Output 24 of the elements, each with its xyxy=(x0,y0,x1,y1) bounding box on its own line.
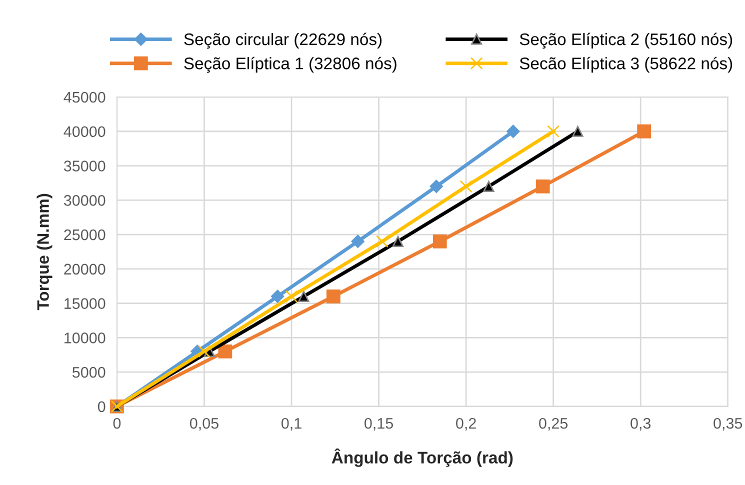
x-tick-label: 0 xyxy=(113,418,121,429)
x-tick-label: 0,35 xyxy=(714,418,742,431)
y-tick-label: 20000 xyxy=(64,264,106,275)
x-tick-label: 0,1 xyxy=(281,418,302,431)
y-tick-label: 15000 xyxy=(64,298,106,309)
x-tick-label: 0,15 xyxy=(364,418,394,431)
y-tick-label: 35000 xyxy=(64,160,106,172)
y-tick-label: 25000 xyxy=(64,229,106,240)
y-tick-label: 0 xyxy=(98,401,106,412)
y-tick-label: 10000 xyxy=(64,332,106,344)
x-tick-label: 0,2 xyxy=(456,418,476,431)
x-tick-label: 0,3 xyxy=(630,418,651,431)
y-tick-label: 30000 xyxy=(64,195,106,206)
y-tick-label: 5000 xyxy=(72,366,106,378)
y-tick-label: 45000 xyxy=(64,92,106,103)
x-tick-label: 0,05 xyxy=(190,418,218,431)
legend-label: Secão Elíptica 3 (58622 nós) xyxy=(520,56,732,73)
legend-label: Seção Elíptica 2 (55160 nós) xyxy=(520,32,732,49)
y-axis-title: Torque (N.mm) xyxy=(36,194,52,310)
legend-label: Seção circular (22629 nós) xyxy=(184,32,382,49)
legend-label: Seção Elíptica 1 (32806 nós) xyxy=(184,56,396,73)
x-axis-title: Ângulo de Torção (rad) xyxy=(332,448,513,467)
y-tick-label: 40000 xyxy=(64,126,106,138)
x-tick-label: 0,25 xyxy=(539,418,568,431)
